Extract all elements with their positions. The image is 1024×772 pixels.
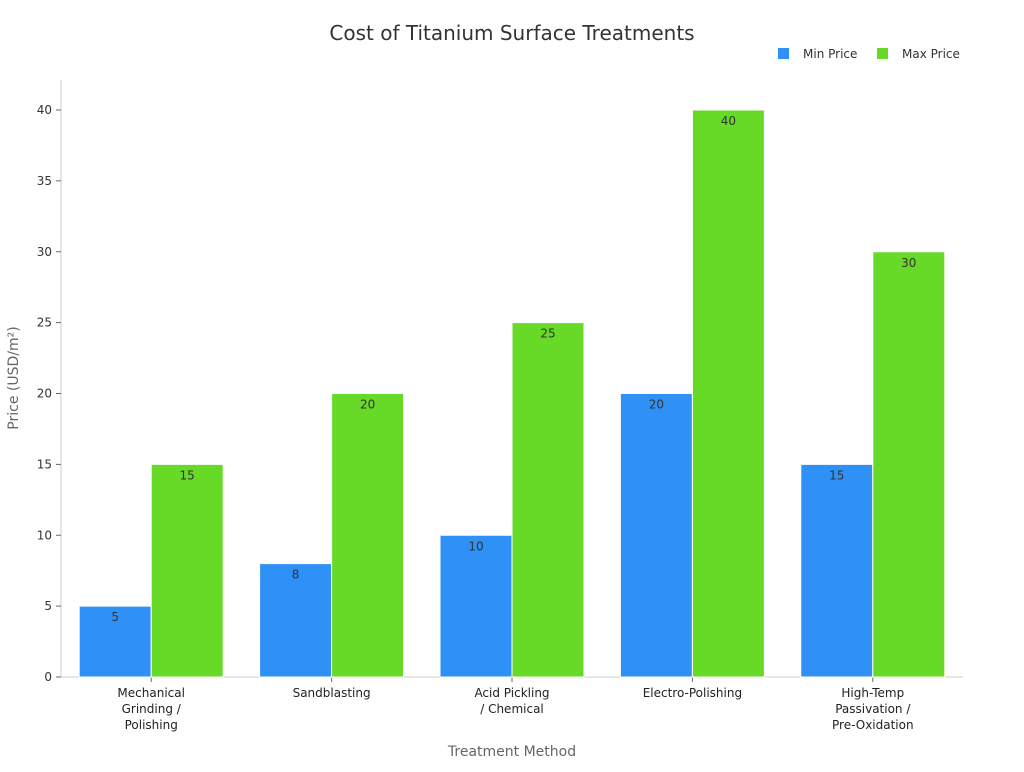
bar-max-price[interactable] xyxy=(872,251,946,678)
y-tick-label: 20 xyxy=(37,387,52,401)
x-tick-label: Electro-Polishing xyxy=(643,686,742,700)
legend-label: Max Price xyxy=(902,47,960,61)
chart-title: Cost of Titanium Surface Treatments xyxy=(329,21,694,45)
data-label: 20 xyxy=(360,398,375,412)
x-tick-label: Acid Pickling / Chemical xyxy=(474,686,549,716)
x-tick-label: Sandblasting xyxy=(293,686,371,700)
bar-min-price[interactable] xyxy=(78,605,152,678)
legend: Min Price Max Price xyxy=(778,47,960,61)
y-tick-label: 30 xyxy=(37,245,52,259)
bar-max-price[interactable] xyxy=(691,109,765,678)
legend-swatch xyxy=(778,48,789,59)
y-tick-label: 40 xyxy=(37,103,52,117)
bar-max-price[interactable] xyxy=(511,322,585,678)
data-label: 20 xyxy=(649,398,664,412)
data-label: 5 xyxy=(111,610,119,624)
bar-min-price[interactable] xyxy=(439,534,513,678)
bar-min-price[interactable] xyxy=(619,393,693,678)
x-tick-label: Mechanical Grinding / Polishing xyxy=(117,686,185,732)
data-label: 15 xyxy=(829,468,844,482)
data-label: 8 xyxy=(292,568,300,582)
y-tick-label: 10 xyxy=(37,528,52,542)
bar-min-price[interactable] xyxy=(800,463,874,678)
data-label: 40 xyxy=(721,114,736,128)
data-label: 10 xyxy=(468,539,483,553)
data-label: 30 xyxy=(901,256,916,270)
data-label: 15 xyxy=(180,468,195,482)
bar-min-price[interactable] xyxy=(259,563,333,678)
legend-label: Min Price xyxy=(803,47,857,61)
bars: 5 15 8 20 10 25 20 40 15 30 xyxy=(78,109,946,678)
axes: 0 5 10 15 20 25 30 35 40 Mechanical Grinding / Poli… xyxy=(37,80,963,732)
y-axis-label: Price (USD/m²) xyxy=(6,326,22,429)
bar-max-price[interactable] xyxy=(331,393,405,678)
y-tick-label: 15 xyxy=(37,457,52,471)
x-axis-label: Treatment Method xyxy=(447,744,576,760)
legend-swatch xyxy=(877,48,888,59)
bar-max-price[interactable] xyxy=(150,463,224,678)
data-label: 25 xyxy=(540,327,555,341)
x-tick-label: High-Temp Passivation / Pre-Oxidation xyxy=(832,686,914,732)
y-tick-label: 5 xyxy=(44,599,52,613)
y-tick-label: 0 xyxy=(44,670,52,684)
y-tick-label: 35 xyxy=(37,174,52,188)
y-tick-label: 25 xyxy=(37,316,52,330)
